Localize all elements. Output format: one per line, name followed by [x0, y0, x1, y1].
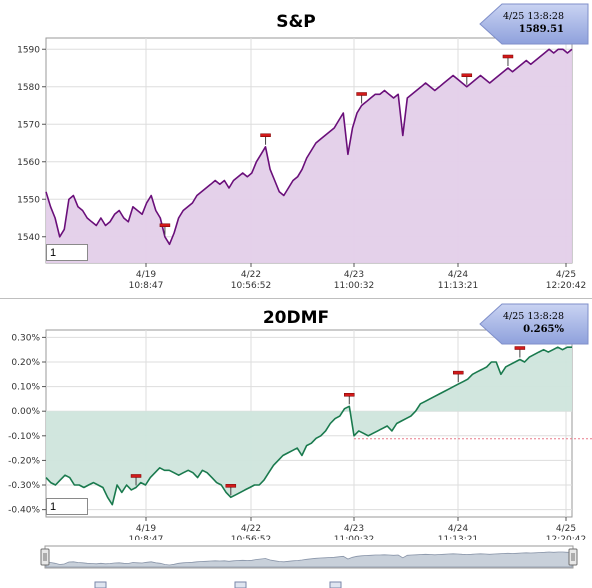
event-marker-flag[interactable] [356, 92, 367, 96]
x-tick-date: 4/22 [241, 270, 261, 280]
x-tick-time: 11:13:21 [438, 281, 478, 291]
sp-chart-title: S&P [276, 12, 316, 32]
20dmf-callout-time: 4/25 13:8:28 [503, 311, 564, 322]
20dmf-chart-panel: -0.40% -0.30% -0.20% -0.10% 0.00% 0.10% 0.20% 0… [0, 300, 592, 540]
callout-arrow-icon [479, 3, 589, 45]
event-marker-flag[interactable] [461, 73, 473, 77]
y-tick-label: 1570 [17, 120, 40, 130]
y-tick-label: 0.30% [11, 333, 40, 343]
sp-value-callout: 4/25 13:8:28 1589.51 [478, 2, 590, 46]
event-marker-flag[interactable] [502, 54, 514, 59]
x-tick-date: 4/25 [556, 524, 576, 534]
event-marker-flag[interactable] [344, 393, 355, 397]
series-line [45, 48, 573, 246]
x-tick-time: 12:20:42 [546, 281, 586, 291]
x-tick-time: 11:13:21 [438, 535, 478, 540]
sp-callout-value: 1589.51 [518, 24, 564, 35]
x-tick-date: 4/19 [136, 270, 156, 280]
series-area [46, 347, 572, 505]
x-tick-time: 11:00:32 [334, 535, 374, 540]
event-marker-flag[interactable] [225, 484, 237, 488]
y-tick-label: -0.40% [8, 506, 40, 516]
time-navigator[interactable] [40, 540, 580, 588]
navigator-legend-box[interactable] [329, 581, 342, 588]
x-tick-date: 4/23 [344, 270, 364, 280]
event-marker-flag[interactable] [514, 346, 526, 350]
x-tick-time: 10:8:47 [129, 535, 164, 540]
sp-chart-panel: 1540 1550 1560 1570 1580 1590 4/19 10:8:47 4/22 1… [0, 0, 592, 296]
sp-chart-svg[interactable]: 1540155015601570158015904/1910:8:474/221… [0, 0, 592, 296]
x-tick-time: 10:56:52 [231, 535, 271, 540]
panel-divider [0, 298, 592, 299]
y-tick-label: 0.00% [11, 407, 40, 417]
20dmf-chart-title: 20DMF [262, 308, 330, 328]
sp-period-input[interactable]: 1 [46, 244, 88, 261]
y-tick-label: -0.10% [8, 432, 40, 442]
x-tick-time: 10:56:52 [231, 281, 271, 291]
x-tick-date: 4/24 [448, 270, 468, 280]
navigator-sparkline [45, 551, 573, 568]
event-marker-flag[interactable] [453, 370, 464, 375]
y-tick-label: 0.20% [11, 358, 40, 368]
navigator-left-handle[interactable] [40, 548, 50, 566]
20dmf-chart-svg[interactable]: -0.40% -0.30% -0.20% -0.10% 0.00% 0.10% 0.20% 0… [0, 300, 592, 540]
x-tick-date: 4/19 [136, 524, 156, 534]
x-tick-time: 10:8:47 [129, 281, 164, 291]
y-tick-label: 1580 [17, 83, 40, 93]
x-tick-date: 4/24 [448, 524, 468, 534]
y-tick-label: 1590 [17, 45, 40, 55]
20dmf-value-callout: 4/25 13:8:28 0.265% [478, 302, 590, 346]
series-line [45, 346, 572, 506]
sp-callout-time: 4/25 13:8:28 [503, 11, 564, 22]
x-tick-time: 12:20:42 [546, 535, 586, 540]
x-tick-date: 4/25 [556, 270, 576, 280]
series-area [46, 49, 572, 263]
x-tick-date: 4/22 [241, 524, 261, 534]
callout-arrow-icon [479, 303, 589, 345]
y-tick-label: -0.30% [8, 481, 40, 491]
y-tick-label: 1540 [17, 233, 40, 243]
y-tick-label: 0.10% [11, 383, 40, 393]
20dmf-period-input[interactable]: 1 [46, 498, 88, 515]
event-marker-flag[interactable] [130, 474, 142, 478]
event-marker-flag[interactable] [260, 133, 271, 137]
navigator-legend-box[interactable] [94, 581, 107, 588]
navigator-right-handle[interactable] [568, 548, 578, 566]
y-tick-label: -0.20% [8, 456, 40, 466]
y-tick-label: 1560 [17, 158, 40, 168]
event-marker-flag[interactable] [159, 223, 171, 227]
x-tick-time: 11:00:32 [334, 281, 374, 291]
y-tick-label: 1550 [17, 195, 40, 205]
x-tick-date: 4/23 [344, 524, 364, 534]
navigator-legend-box[interactable] [234, 581, 247, 588]
20dmf-callout-value: 0.265% [523, 324, 564, 335]
